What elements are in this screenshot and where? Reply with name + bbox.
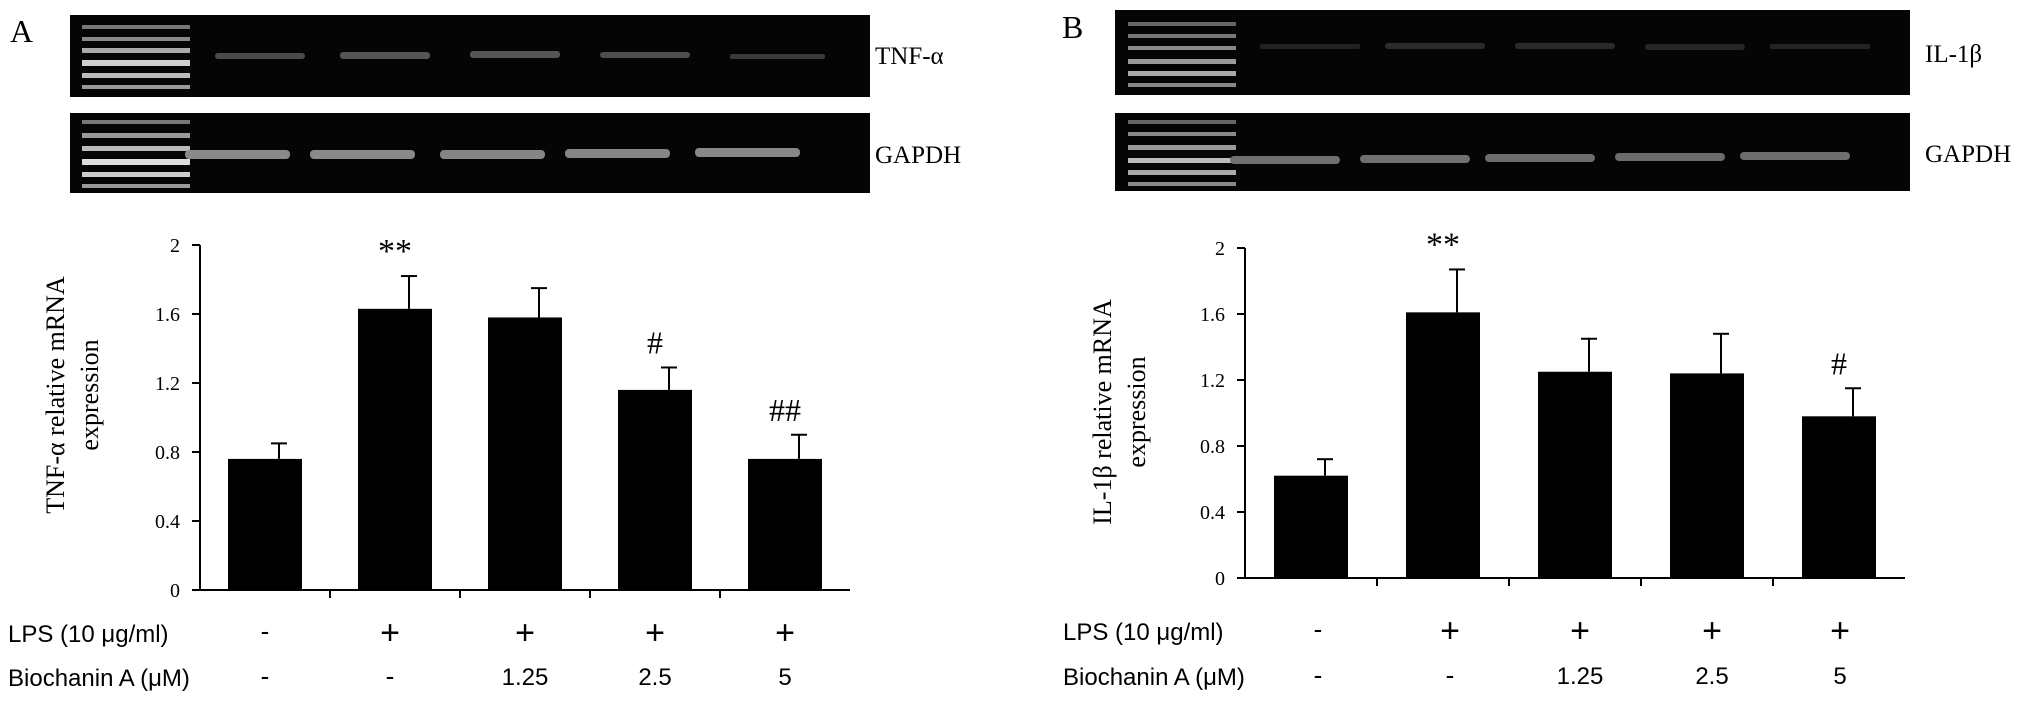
significance-label: ** <box>378 233 412 270</box>
bar <box>1538 371 1612 578</box>
y-tick-label: 1.6 <box>155 304 180 326</box>
panel-b-lps-label: LPS (10 μg/ml) <box>1063 619 1224 646</box>
lps-value: + <box>1830 612 1850 650</box>
panel-b-ylabel: IL-1β relative mRNA expression <box>1088 299 1151 525</box>
biochanin-value: 1.25 <box>502 664 549 691</box>
panel-a-ylabel: TNF-α relative mRNA expression <box>41 276 104 514</box>
y-tick-label: 1.6 <box>1200 304 1225 326</box>
y-tick-label: 0 <box>1215 568 1225 590</box>
bar <box>748 458 822 590</box>
panel-a-biochanin-label: Biochanin A (μM) <box>8 665 190 692</box>
significance-label: ## <box>769 392 801 428</box>
lps-value: + <box>1570 612 1590 650</box>
biochanin-value: - <box>261 661 270 691</box>
panel-b-biochanin-values: - - 1.25 2.5 5 <box>1314 660 1847 690</box>
bar <box>1670 373 1744 578</box>
y-tick-label: 0.4 <box>1200 502 1225 524</box>
panel-b-biochanin-label: Biochanin A (μM) <box>1063 664 1245 691</box>
panel-a-biochanin-values: - - 1.25 2.5 5 <box>261 661 792 691</box>
y-tick-label: 0 <box>170 580 180 602</box>
panel-b-chart: 0 0.4 0.8 1.2 1.6 2 ** # <box>1200 226 1905 590</box>
panel-a-chart: 00.40.81.21.62 **### <box>155 233 850 602</box>
lps-value: + <box>1702 612 1722 650</box>
panel-b-gel-target-label: IL-1β <box>1925 41 1982 68</box>
panel-a-lps-label: LPS (10 μg/ml) <box>8 621 169 648</box>
lps-value: + <box>775 614 795 652</box>
y-tick-label: 1.2 <box>1200 370 1225 392</box>
y-tick-label: 2 <box>170 235 180 257</box>
panel-b-gel-target-bands <box>1260 43 1870 50</box>
bar <box>228 458 302 590</box>
bar <box>488 317 562 590</box>
biochanin-value: 5 <box>778 664 791 691</box>
panel-b-letter: B <box>1062 9 1083 45</box>
panel-a-letter: A <box>10 13 33 49</box>
panel-a-lps-values: - + + + + <box>261 614 795 652</box>
bar <box>358 308 432 590</box>
significance-label: # <box>1831 345 1847 381</box>
lps-value: + <box>515 614 535 652</box>
significance-label: # <box>647 324 663 360</box>
bar <box>1274 475 1348 578</box>
significance-label: ** <box>1426 226 1460 263</box>
panel-a-gel-gapdh-bands <box>185 148 800 159</box>
biochanin-value: - <box>1314 660 1323 690</box>
lps-value: - <box>1314 614 1323 644</box>
y-tick-label: 1.2 <box>155 373 180 395</box>
y-tick-label: 0.4 <box>155 511 180 533</box>
panel-a: A TNF-α <box>8 13 961 692</box>
lps-value: - <box>261 616 270 646</box>
panel-a-gel-target-bands <box>215 51 825 59</box>
panel-a-gel-gapdh-label: GAPDH <box>875 142 961 169</box>
panel-b-gel-gapdh-label: GAPDH <box>1925 141 2011 168</box>
panel-b: B IL-1β <box>1062 9 2011 691</box>
y-tick-label: 0.8 <box>1200 436 1225 458</box>
biochanin-value: 2.5 <box>1695 663 1728 690</box>
panel-b-lps-values: - + + + + <box>1314 612 1850 650</box>
lps-value: + <box>380 614 400 652</box>
panel-b-gel-gapdh-bands <box>1230 152 1850 164</box>
panel-a-gel-target-label: TNF-α <box>875 43 944 70</box>
y-tick-label: 2 <box>1215 238 1225 260</box>
panel-a-gel-gapdh-ladder <box>82 120 190 188</box>
biochanin-value: 5 <box>1833 663 1846 690</box>
lps-value: + <box>1440 612 1460 650</box>
biochanin-value: 1.25 <box>1557 663 1604 690</box>
bar <box>618 389 692 590</box>
panel-b-gel-target-ladder <box>1128 22 1236 87</box>
panel-b-gel-target <box>1115 10 1910 95</box>
bar <box>1406 312 1480 578</box>
y-tick-label: 0.8 <box>155 442 180 464</box>
biochanin-value: 2.5 <box>638 664 671 691</box>
panel-a-gel-target-ladder <box>82 25 190 89</box>
panel-b-gel-gapdh-ladder <box>1128 120 1236 186</box>
biochanin-value: - <box>386 661 395 691</box>
biochanin-value: - <box>1446 660 1455 690</box>
lps-value: + <box>645 614 665 652</box>
bar <box>1802 416 1876 578</box>
